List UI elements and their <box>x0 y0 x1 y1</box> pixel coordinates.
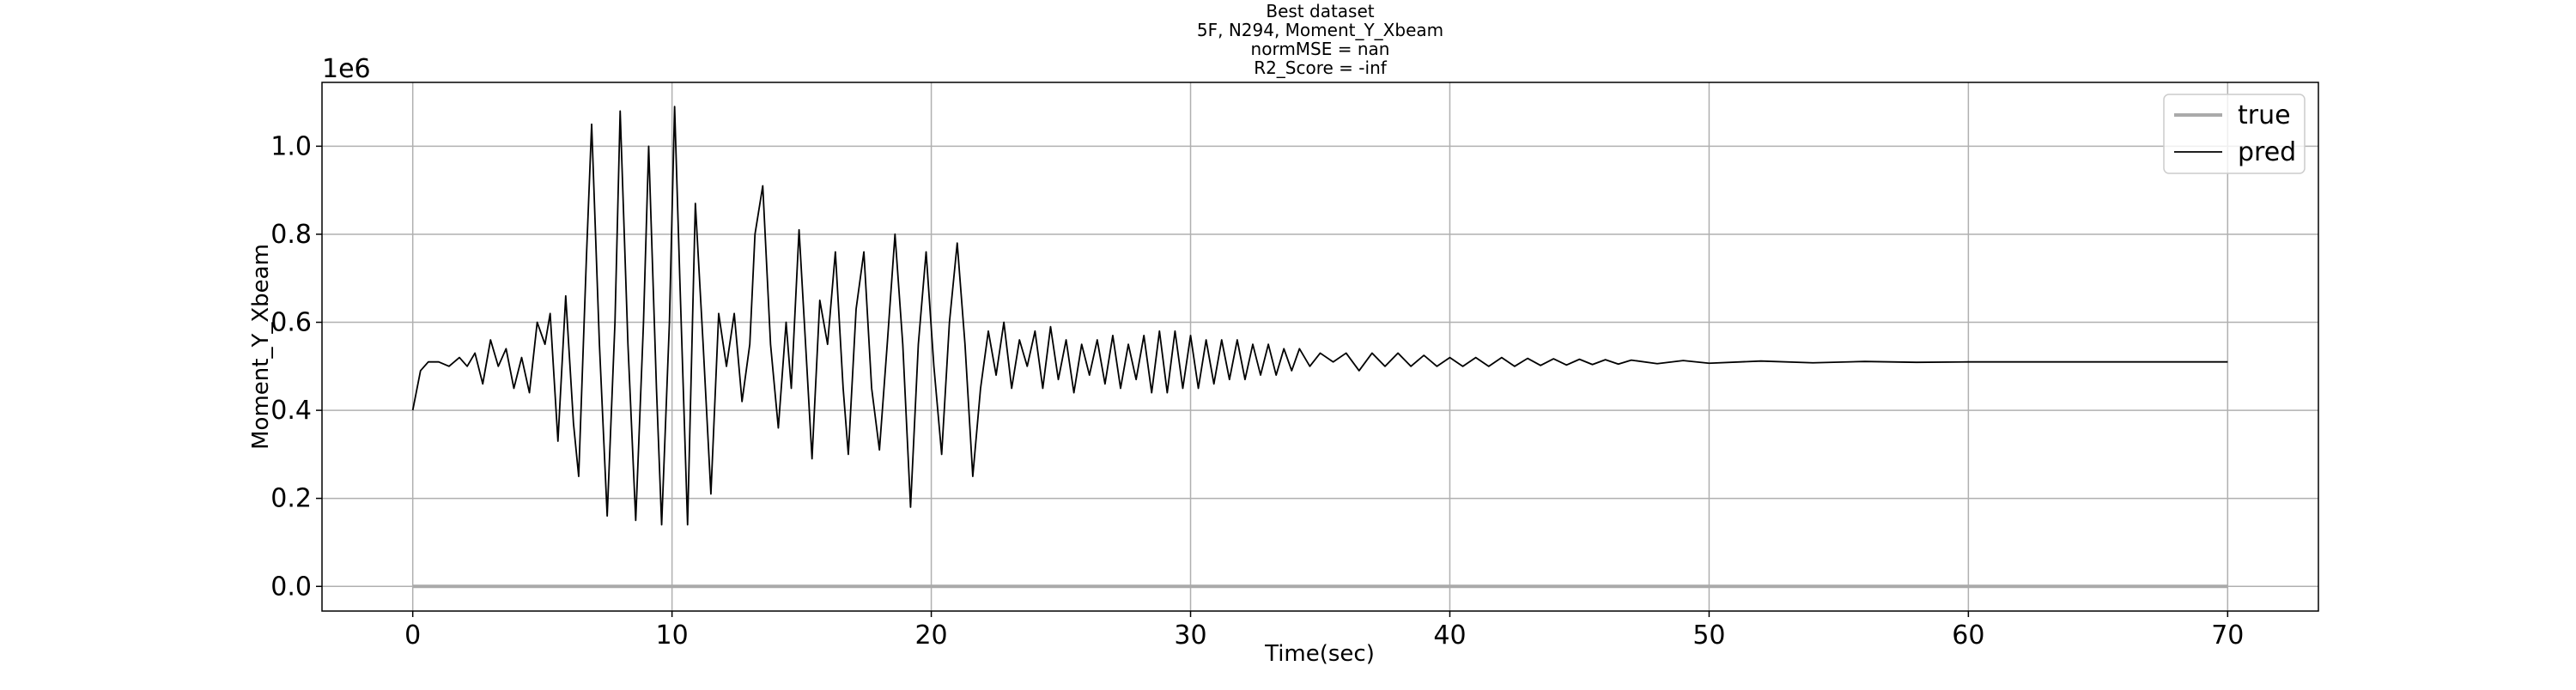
x-tick-label: 10 <box>656 620 689 651</box>
x-tick-label: 0 <box>404 620 421 651</box>
y-tick-label: 0.0 <box>270 572 312 602</box>
x-tick-label: 30 <box>1174 620 1206 651</box>
legend-label: true <box>2238 100 2291 130</box>
y-axis-label: Moment_Y_Xbeam <box>248 244 274 450</box>
y-tick-label: 0.2 <box>270 484 312 514</box>
chart-title: 5F, N294, Moment_Y_Xbeam <box>1197 20 1443 40</box>
series-line <box>411 106 2228 526</box>
x-tick-label: 70 <box>2211 620 2244 651</box>
y-tick-label: 1.0 <box>270 131 312 161</box>
y-tick-label: 0.6 <box>270 308 312 338</box>
y-offset-text: 1e6 <box>322 54 371 84</box>
plot-frame <box>321 82 2319 612</box>
legend-label: pred <box>2238 137 2296 167</box>
x-tick-label: 60 <box>1952 620 1984 651</box>
y-tick-label: 0.4 <box>270 396 312 426</box>
x-tick-label: 40 <box>1433 620 1466 651</box>
x-tick-label: 20 <box>914 620 947 651</box>
chart-title: R2_Score = -inf <box>1254 58 1388 78</box>
y-tick-label: 0.8 <box>270 220 312 250</box>
chart-title: Best dataset <box>1266 1 1374 21</box>
x-tick-label: 50 <box>1692 620 1725 651</box>
chart-title: normMSE = nan <box>1251 39 1390 59</box>
x-axis-label: Time(sec) <box>1264 641 1375 667</box>
